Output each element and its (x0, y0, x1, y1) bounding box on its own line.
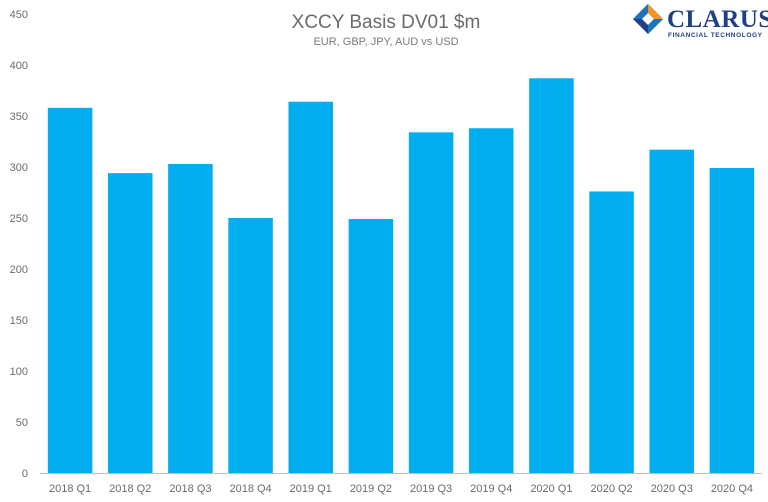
bar (468, 128, 514, 474)
y-tick-label: 250 (10, 213, 28, 225)
bar (709, 168, 755, 473)
logo-name: CLARUS (667, 6, 768, 33)
x-axis: 2018 Q1 2018 Q2 2018 Q3 2018 Q4 2019 Q1 2019 … (49, 483, 753, 495)
x-tick-label: 2018 Q3 (169, 483, 211, 495)
y-tick-label: 50 (16, 417, 28, 429)
x-tick-label: 2019 Q1 (290, 483, 332, 495)
x-tick-label: 2018 Q1 (49, 483, 91, 495)
x-tick-label: 2020 Q4 (711, 483, 753, 495)
x-tick-label: 2020 Q3 (651, 483, 693, 495)
bar (288, 101, 334, 473)
y-tick-label: 0 (22, 468, 28, 480)
y-axis: 0 50 100 150 200 250 300 350 400 450 (10, 9, 28, 480)
bar (47, 107, 93, 473)
chart-title: XCCY Basis DV01 $m (292, 12, 481, 33)
bar (529, 78, 574, 473)
x-tick-label: 2018 Q4 (229, 483, 271, 495)
bar (348, 219, 394, 473)
bar (589, 191, 634, 474)
x-tick-label: 2019 Q4 (470, 483, 512, 495)
chart-subtitle: EUR, GBP, JPY, AUD vs USD (313, 36, 458, 48)
logo-tagline: FINANCIAL TECHNOLOGY (668, 32, 763, 39)
bar (649, 149, 695, 473)
bar (107, 173, 153, 473)
x-tick-label: 2019 Q2 (350, 483, 392, 495)
bar (408, 132, 454, 473)
x-tick-label: 2019 Q3 (410, 483, 452, 495)
y-tick-label: 450 (10, 9, 28, 21)
y-tick-label: 100 (10, 366, 28, 378)
y-tick-label: 400 (10, 60, 28, 72)
clarus-logo: CLARUS FINANCIAL TECHNOLOGY (633, 4, 768, 39)
clarus-diamond-icon (633, 4, 663, 34)
x-tick-label: 2018 Q2 (109, 483, 151, 495)
y-tick-label: 350 (10, 111, 28, 123)
x-tick-label: 2020 Q1 (530, 483, 572, 495)
bar (228, 218, 273, 473)
y-tick-label: 200 (10, 264, 28, 276)
bars (47, 78, 755, 474)
bar (168, 163, 213, 473)
y-tick-label: 300 (10, 162, 28, 174)
x-tick-label: 2020 Q2 (590, 483, 632, 495)
y-tick-label: 150 (10, 315, 28, 327)
